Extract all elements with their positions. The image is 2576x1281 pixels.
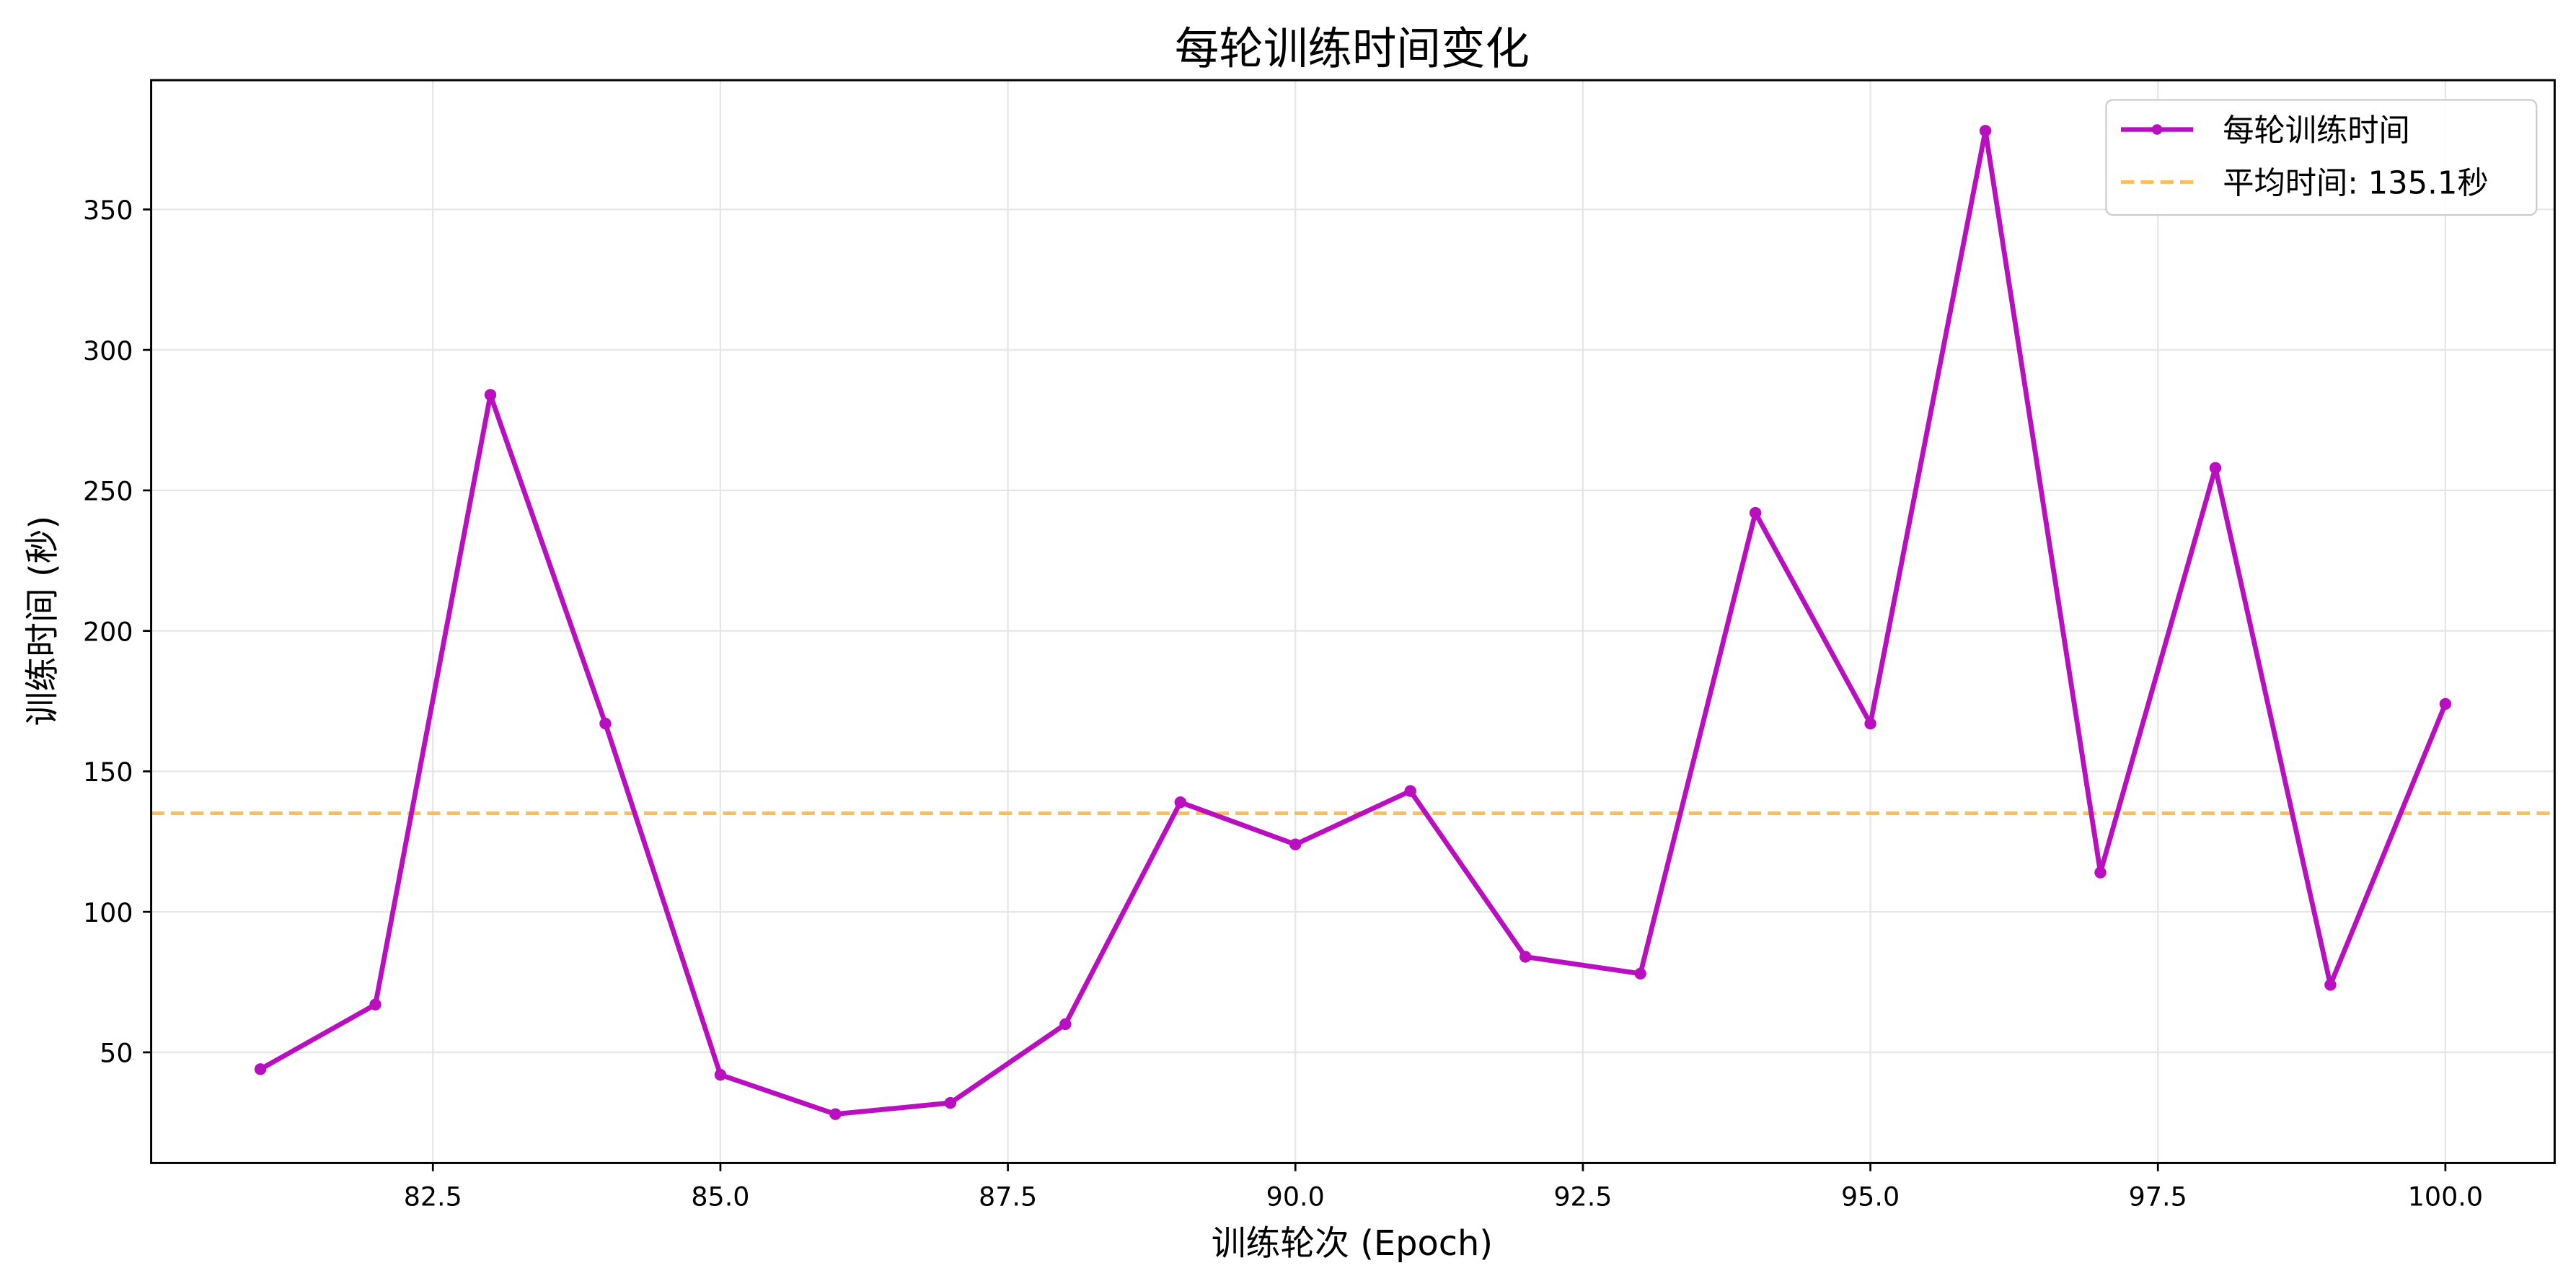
data-point bbox=[1634, 967, 1646, 980]
data-point bbox=[2439, 697, 2452, 710]
data-point bbox=[1289, 838, 1302, 850]
y-tick-label: 50 bbox=[100, 1038, 133, 1069]
grid bbox=[151, 80, 2555, 1163]
y-tick-label: 350 bbox=[83, 195, 133, 226]
y-tick-label: 100 bbox=[83, 897, 133, 928]
legend: 每轮训练时间 平均时间: 135.1秒 bbox=[2105, 99, 2538, 216]
x-tick-label: 85.0 bbox=[691, 1181, 749, 1212]
data-point bbox=[1404, 785, 1416, 797]
y-tick-label: 200 bbox=[83, 616, 133, 647]
x-ticks: 82.5 85.0 87.5 90.0 92.5 95.0 97.5 100.0 bbox=[404, 1163, 2483, 1212]
data-point bbox=[599, 718, 612, 730]
data-point bbox=[254, 1063, 267, 1075]
data-point bbox=[1864, 718, 1876, 730]
x-tick-label: 92.5 bbox=[1553, 1181, 1612, 1212]
data-point bbox=[1979, 125, 1992, 137]
chart-title: 每轮训练时间变化 bbox=[1175, 22, 1530, 74]
x-tick-label: 97.5 bbox=[2129, 1181, 2187, 1212]
data-point bbox=[1174, 796, 1186, 809]
y-ticks: 50 100 150 200 250 300 350 bbox=[83, 195, 151, 1069]
data-point bbox=[2094, 866, 2107, 879]
data-point bbox=[944, 1096, 957, 1109]
data-point bbox=[484, 389, 497, 401]
legend-label-average: 平均时间: 135.1秒 bbox=[2223, 165, 2489, 201]
y-tick-label: 300 bbox=[83, 335, 133, 366]
legend-label-series: 每轮训练时间 bbox=[2223, 113, 2410, 149]
legend-box bbox=[2105, 99, 2538, 216]
y-axis-label: 训练时间 (秒) bbox=[23, 516, 63, 726]
series-line bbox=[259, 128, 2448, 1117]
data-point bbox=[714, 1068, 727, 1081]
data-point bbox=[1749, 506, 1762, 519]
x-axis-label: 训练轮次 (Epoch) bbox=[1212, 1224, 1493, 1264]
series-layer bbox=[254, 125, 2452, 1120]
data-point bbox=[829, 1108, 842, 1120]
y-tick-label: 250 bbox=[83, 476, 133, 507]
x-tick-label: 82.5 bbox=[404, 1181, 462, 1212]
x-tick-label: 87.5 bbox=[979, 1181, 1037, 1212]
x-tick-label: 95.0 bbox=[1841, 1181, 1900, 1212]
plot-frame bbox=[150, 79, 2556, 1164]
data-point bbox=[369, 998, 381, 1011]
x-tick-label: 100.0 bbox=[2408, 1181, 2483, 1212]
x-tick-label: 90.0 bbox=[1266, 1181, 1325, 1212]
y-tick-label: 150 bbox=[83, 757, 133, 788]
data-point bbox=[2324, 979, 2337, 991]
data-point bbox=[1519, 951, 1532, 963]
data-point bbox=[2209, 462, 2222, 474]
data-point bbox=[1059, 1018, 1072, 1031]
legend-marker-series bbox=[2151, 124, 2163, 135]
